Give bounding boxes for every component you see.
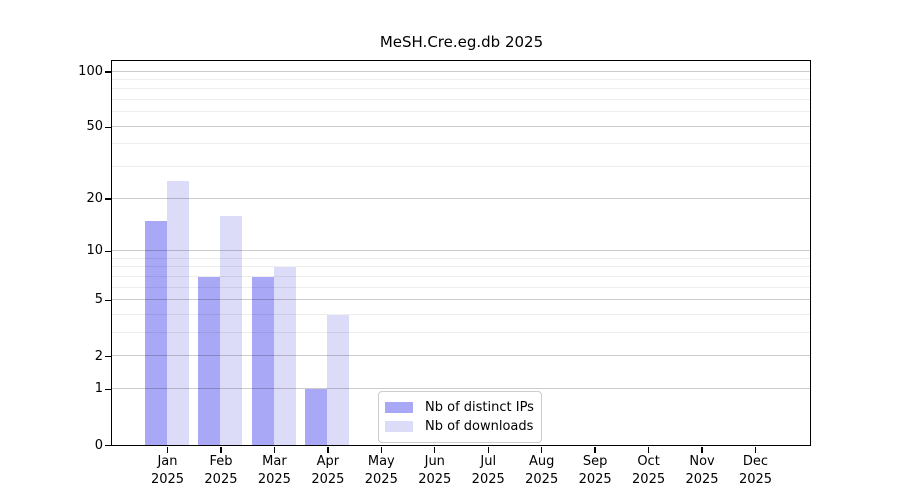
legend-label-distinct-ips: Nb of distinct IPs — [425, 400, 534, 415]
x-tick-month: Jan — [157, 454, 178, 469]
x-tick-month: Jul — [480, 454, 497, 469]
y-tick-mark — [105, 71, 112, 73]
x-tick-mark — [541, 447, 543, 453]
chart-title: MeSH.Cre.eg.db 2025 — [379, 33, 544, 51]
bar-nb-of-downloads — [273, 267, 296, 445]
legend: Nb of distinct IPs Nb of downloads — [378, 391, 542, 443]
minor-gridline — [112, 166, 810, 168]
legend-row: Nb of downloads — [385, 417, 533, 436]
major-gridline — [112, 249, 810, 251]
x-tick-label: Jul 2025 — [448, 453, 528, 489]
x-tick-month: May — [367, 454, 395, 469]
x-tick-label: Jun 2025 — [395, 453, 475, 489]
x-tick-month: Apr — [316, 454, 340, 469]
x-tick-year: 2025 — [685, 472, 719, 487]
major-gridline — [112, 197, 810, 199]
x-tick-year: 2025 — [257, 472, 291, 487]
x-tick-month: Feb — [209, 454, 233, 469]
minor-gridline — [112, 257, 810, 259]
x-tick-label: Feb 2025 — [181, 453, 261, 489]
minor-gridline — [112, 78, 810, 80]
x-tick-year: 2025 — [738, 472, 773, 487]
y-tick-mark — [105, 355, 112, 358]
x-tick-label: Jan 2025 — [128, 453, 208, 489]
x-tick-mark — [487, 447, 489, 453]
y-tick-mark — [105, 444, 112, 447]
x-tick-mark — [594, 447, 596, 453]
y-tick-mark — [105, 388, 112, 391]
x-tick-month: Mar — [262, 454, 287, 469]
y-tick-label: 100 — [78, 64, 103, 79]
bar-nb-of-distinct-ips — [198, 276, 221, 445]
x-tick-mark — [380, 447, 382, 453]
y-tick-label: 50 — [86, 119, 103, 135]
x-tick-year: 2025 — [150, 472, 185, 487]
x-tick-month: Jun — [424, 454, 445, 469]
minor-gridline — [112, 143, 810, 145]
x-tick-label: Oct 2025 — [609, 453, 689, 489]
major-gridline — [112, 125, 810, 127]
x-tick-label: Mar 2025 — [234, 453, 314, 489]
y-tick-label: 1 — [94, 381, 103, 397]
bar-nb-of-downloads — [167, 181, 189, 445]
x-tick-mark — [273, 447, 276, 453]
minor-gridline — [112, 88, 810, 90]
legend-swatch-distinct-ips — [385, 402, 413, 413]
x-tick-mark — [701, 447, 703, 453]
x-tick-label: Aug 2025 — [502, 453, 582, 489]
y-tick-mark — [105, 198, 112, 200]
x-tick-year: 2025 — [311, 472, 345, 487]
legend-swatch-downloads — [385, 421, 413, 432]
x-tick-month: Nov — [689, 454, 715, 469]
x-tick-year: 2025 — [578, 472, 612, 487]
x-tick-year: 2025 — [525, 472, 559, 487]
y-tick-label: 10 — [86, 243, 103, 259]
x-tick-label: Apr 2025 — [288, 453, 368, 489]
x-tick-mark — [327, 447, 329, 453]
x-tick-year: 2025 — [471, 472, 505, 487]
minor-gridline — [112, 266, 810, 268]
bar-nb-of-downloads — [327, 314, 350, 445]
bar-nb-of-downloads — [220, 215, 243, 445]
x-tick-month: Oct — [637, 454, 660, 469]
bar-nb-of-distinct-ips — [251, 276, 274, 445]
y-tick-label: 0 — [94, 437, 103, 453]
y-tick-mark — [105, 299, 112, 302]
x-tick-mark — [166, 447, 169, 453]
x-tick-mark — [220, 447, 222, 453]
x-tick-month: Aug — [528, 454, 555, 469]
legend-label-downloads: Nb of downloads — [425, 419, 534, 434]
x-tick-label: May 2025 — [341, 453, 421, 489]
x-tick-label: Dec 2025 — [716, 453, 796, 489]
y-tick-label: 5 — [94, 292, 103, 308]
plot-area — [111, 60, 811, 446]
x-tick-mark — [647, 447, 650, 453]
y-tick-mark — [105, 126, 112, 128]
x-tick-label: Nov 2025 — [662, 453, 742, 489]
legend-row: Nb of distinct IPs — [385, 398, 534, 417]
minor-gridline — [112, 99, 810, 101]
y-tick-label: 2 — [94, 348, 103, 364]
major-gridline — [112, 70, 810, 72]
x-tick-year: 2025 — [418, 472, 452, 487]
bar-nb-of-distinct-ips — [305, 388, 328, 445]
bar-nb-of-distinct-ips — [145, 220, 167, 445]
y-tick-label: 20 — [86, 191, 103, 207]
x-tick-year: 2025 — [364, 472, 398, 487]
x-tick-year: 2025 — [204, 472, 238, 487]
x-tick-month: Dec — [742, 454, 769, 469]
x-tick-label: Sep 2025 — [555, 453, 635, 489]
y-tick-mark — [105, 250, 112, 253]
x-tick-mark — [434, 447, 436, 453]
minor-gridline — [112, 111, 810, 113]
x-tick-mark — [754, 447, 757, 453]
x-tick-month: Sep — [582, 454, 608, 469]
x-tick-year: 2025 — [632, 472, 666, 487]
